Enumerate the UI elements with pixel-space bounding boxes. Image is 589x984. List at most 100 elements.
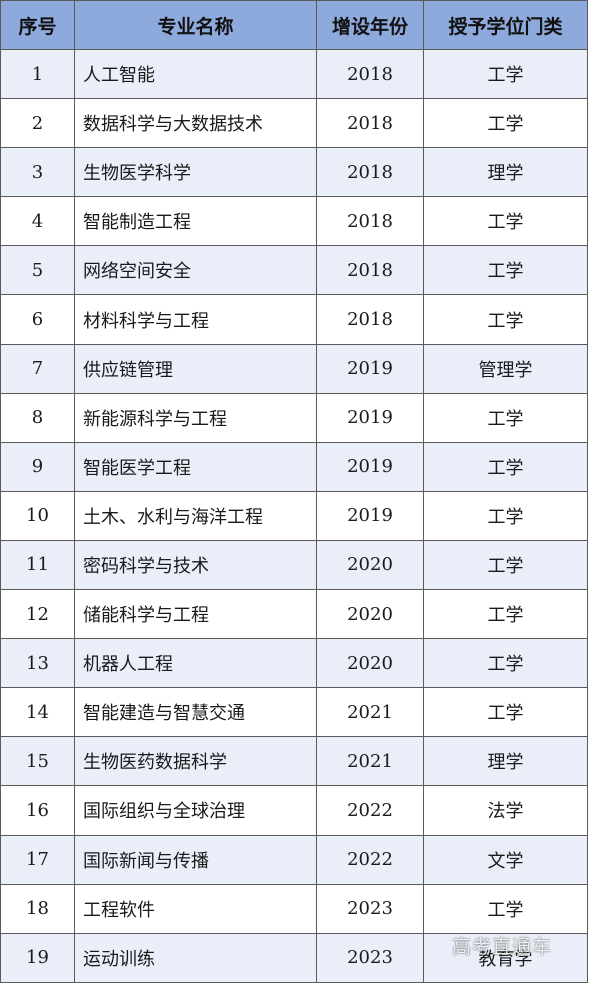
table-row: 6 材料科学与工程 2018 工学 [0, 294, 588, 345]
header-major-name: 专业名称 [74, 0, 317, 50]
cell-major-name: 生物医药数据科学 [74, 736, 317, 787]
cell-year-added: 2018 [316, 245, 424, 296]
cell-major-name: 人工智能 [74, 48, 317, 100]
cell-index: 2 [0, 98, 75, 149]
cell-degree-category: 工学 [423, 98, 588, 149]
cell-major-name: 机器人工程 [74, 638, 317, 689]
table-row: 13 机器人工程 2020 工学 [0, 638, 588, 689]
cell-major-name: 供应链管理 [74, 343, 317, 394]
cell-degree-category: 工学 [423, 638, 588, 689]
cell-year-added: 2023 [316, 932, 424, 983]
cell-year-added: 2020 [316, 638, 424, 689]
cell-major-name: 国际组织与全球治理 [74, 785, 317, 836]
cell-degree-category: 工学 [423, 687, 588, 738]
cell-index: 18 [0, 883, 75, 934]
cell-year-added: 2019 [316, 392, 424, 443]
header-row: 序号 专业名称 增设年份 授予学位门类 [0, 0, 588, 50]
cell-major-name: 储能科学与工程 [74, 589, 317, 640]
cell-major-name: 密码科学与技术 [74, 539, 317, 591]
table-row: 2 数据科学与大数据技术 2018 工学 [0, 98, 588, 149]
header-degree-category: 授予学位门类 [423, 0, 588, 50]
table-row: 15 生物医药数据科学 2021 理学 [0, 736, 588, 787]
table-row: 12 储能科学与工程 2020 工学 [0, 589, 588, 640]
cell-degree-category: 工学 [423, 441, 588, 492]
table-row: 14 智能建造与智慧交通 2021 工学 [0, 687, 588, 738]
cell-degree-category: 工学 [423, 883, 588, 934]
cell-degree-category: 工学 [423, 589, 588, 640]
cell-degree-category: 工学 [423, 392, 588, 443]
cell-degree-category: 理学 [423, 147, 588, 198]
cell-major-name: 生物医学科学 [74, 147, 317, 198]
cell-degree-category: 法学 [423, 785, 588, 836]
cell-degree-category: 工学 [423, 245, 588, 296]
cell-index: 16 [0, 785, 75, 836]
cell-index: 6 [0, 294, 75, 345]
table-row: 4 智能制造工程 2018 工学 [0, 196, 588, 247]
cell-year-added: 2021 [316, 736, 424, 787]
table-row: 17 国际新闻与传播 2022 文学 [0, 834, 588, 885]
cell-major-name: 新能源科学与工程 [74, 392, 317, 443]
cell-year-added: 2018 [316, 294, 424, 345]
table-row: 19 运动训练 2023 教育学 [0, 932, 588, 983]
cell-index: 8 [0, 392, 75, 443]
cell-year-added: 2020 [316, 539, 424, 591]
cell-year-added: 2018 [316, 196, 424, 247]
cell-degree-category: 工学 [423, 196, 588, 247]
table-row: 16 国际组织与全球治理 2022 法学 [0, 785, 588, 836]
cell-major-name: 智能医学工程 [74, 441, 317, 492]
cell-index: 5 [0, 245, 75, 296]
cell-year-added: 2019 [316, 441, 424, 492]
table-row: 1 人工智能 2018 工学 [0, 48, 588, 100]
table-row: 11 密码科学与技术 2020 工学 [0, 539, 588, 591]
table-row: 7 供应链管理 2019 管理学 [0, 343, 588, 394]
cell-index: 17 [0, 834, 75, 885]
cell-index: 1 [0, 48, 75, 100]
cell-year-added: 2022 [316, 785, 424, 836]
cell-index: 9 [0, 441, 75, 492]
cell-degree-category: 工学 [423, 490, 588, 541]
cell-degree-category: 工学 [423, 48, 588, 100]
table-body: 1 人工智能 2018 工学 2 数据科学与大数据技术 2018 工学 3 生物医学科学 2018 理… [0, 48, 588, 983]
table-row: 3 生物医学科学 2018 理学 [0, 147, 588, 198]
cell-index: 7 [0, 343, 75, 394]
cell-year-added: 2019 [316, 490, 424, 541]
cell-year-added: 2023 [316, 883, 424, 934]
cell-index: 13 [0, 638, 75, 689]
cell-major-name: 工程软件 [74, 883, 317, 934]
cell-degree-category: 文学 [423, 834, 588, 885]
table-row: 8 新能源科学与工程 2019 工学 [0, 392, 588, 443]
cell-major-name: 运动训练 [74, 932, 317, 983]
cell-major-name: 网络空间安全 [74, 245, 317, 296]
cell-major-name: 材料科学与工程 [74, 294, 317, 345]
table-header: 序号 专业名称 增设年份 授予学位门类 [0, 0, 588, 50]
table-row: 5 网络空间安全 2018 工学 [0, 245, 588, 296]
cell-year-added: 2020 [316, 589, 424, 640]
table-row: 10 土木、水利与海洋工程 2019 工学 [0, 490, 588, 541]
cell-index: 11 [0, 539, 75, 591]
cell-year-added: 2019 [316, 343, 424, 394]
cell-degree-category: 管理学 [423, 343, 588, 394]
cell-year-added: 2018 [316, 48, 424, 100]
cell-major-name: 国际新闻与传播 [74, 834, 317, 885]
table-row: 18 工程软件 2023 工学 [0, 883, 588, 934]
cell-year-added: 2021 [316, 687, 424, 738]
cell-year-added: 2018 [316, 147, 424, 198]
header-index: 序号 [0, 0, 75, 50]
cell-index: 15 [0, 736, 75, 787]
cell-year-added: 2022 [316, 834, 424, 885]
table-row: 9 智能医学工程 2019 工学 [0, 441, 588, 492]
cell-index: 4 [0, 196, 75, 247]
cell-major-name: 土木、水利与海洋工程 [74, 490, 317, 541]
cell-index: 10 [0, 490, 75, 541]
cell-degree-category: 理学 [423, 736, 588, 787]
cell-index: 12 [0, 589, 75, 640]
cell-degree-category: 教育学 [423, 932, 588, 983]
cell-index: 3 [0, 147, 75, 198]
header-year-added: 增设年份 [316, 0, 424, 50]
cell-year-added: 2018 [316, 98, 424, 149]
cell-major-name: 数据科学与大数据技术 [74, 98, 317, 149]
cell-index: 14 [0, 687, 75, 738]
cell-index: 19 [0, 932, 75, 983]
cell-degree-category: 工学 [423, 539, 588, 591]
